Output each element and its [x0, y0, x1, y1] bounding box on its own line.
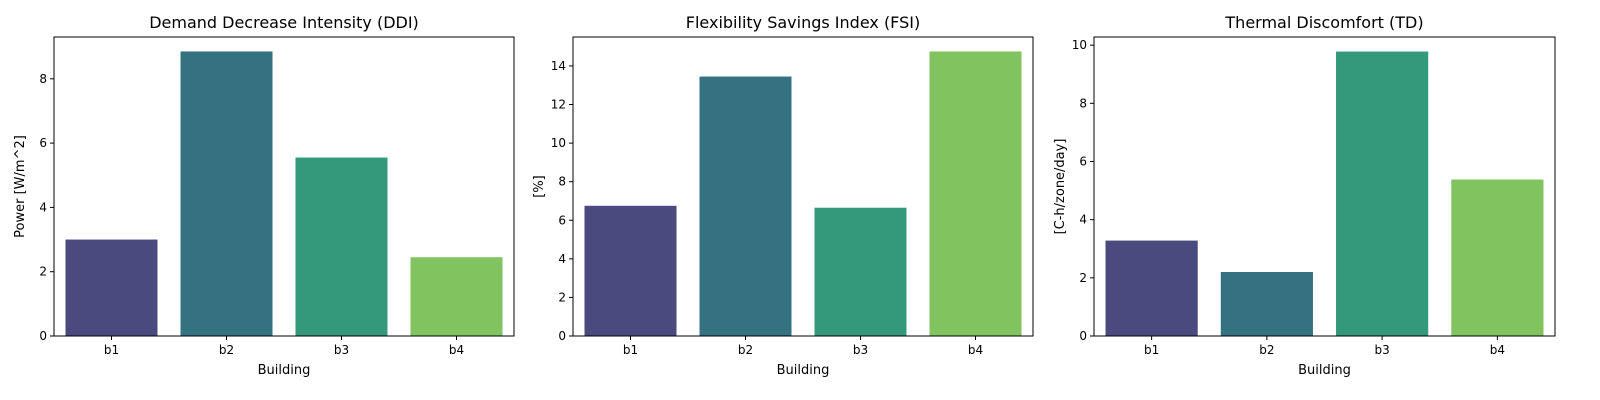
x-tick-label: b1	[104, 343, 119, 357]
y-tick-label: 8	[558, 175, 566, 189]
y-axis-label: [C-h/zone/day]	[1053, 139, 1068, 235]
bar-b2	[180, 51, 273, 336]
x-tick-label: b4	[968, 343, 983, 357]
bar-b4	[410, 257, 503, 336]
bar-b2	[1220, 272, 1313, 336]
bar-b3	[295, 157, 388, 336]
y-tick-label: 4	[39, 200, 47, 214]
chart-panel-1: 0 2 4 6 8 b1 b2 b3 b4 Demand Decrease Intensity (…	[13, 13, 515, 378]
x-tick-label: b2	[219, 343, 234, 357]
y-axis-label: [%]	[532, 175, 547, 198]
y-tick-label: 14	[551, 59, 566, 73]
y-tick-label: 6	[558, 213, 566, 227]
y-axis-label: Power [W/m^2]	[13, 135, 28, 238]
x-tick-label: b2	[738, 343, 753, 357]
x-tick-label: b1	[1144, 343, 1159, 357]
x-axis-label: Building	[1298, 363, 1351, 378]
chart-title: Thermal Discomfort (TD)	[1224, 13, 1423, 32]
chart-panel-2: 0 2 4 6 8 10 12 14 b1 b2 b3 b4 Flexibility Savings I…	[532, 13, 1034, 378]
x-axis-label: Building	[777, 363, 830, 378]
y-tick-label: 0	[558, 329, 566, 343]
chart-panel-3: 0 2 4 6 8 10 b1 b2 b3 b4 Thermal Discomfort (TD) Bu…	[1053, 13, 1556, 378]
y-tick-label: 2	[39, 265, 47, 279]
y-tick-label: 12	[551, 98, 566, 112]
plot-frame	[572, 36, 1034, 337]
x-tick-label: b1	[623, 343, 638, 357]
bar-b4	[929, 51, 1022, 336]
y-tick-label: 0	[1079, 329, 1087, 343]
y-tick-label: 2	[558, 290, 566, 304]
y-tick-label: 4	[1079, 213, 1087, 227]
bar-b1	[584, 205, 677, 336]
x-tick-label: b3	[1374, 343, 1389, 357]
bar-b3	[1336, 51, 1429, 337]
y-tick-label: 4	[558, 252, 566, 266]
bar-b2	[699, 76, 792, 336]
y-tick-label: 8	[39, 72, 47, 86]
bar-b1	[65, 239, 158, 336]
y-tick-label: 6	[1079, 154, 1087, 168]
chart-title: Flexibility Savings Index (FSI)	[686, 13, 920, 32]
bar-b1	[1105, 240, 1198, 336]
y-tick-label: 10	[1072, 38, 1087, 52]
y-tick-label: 2	[1079, 271, 1087, 285]
x-tick-label: b4	[449, 343, 464, 357]
y-tick-label: 0	[39, 329, 47, 343]
y-tick-label: 10	[551, 136, 566, 150]
plot-frame	[53, 36, 515, 337]
bar-b3	[814, 207, 907, 336]
bar-b4	[1451, 179, 1544, 336]
x-tick-label: b3	[334, 343, 349, 357]
chart-title: Demand Decrease Intensity (DDI)	[149, 13, 419, 32]
x-tick-label: b3	[853, 343, 868, 357]
x-axis-label: Building	[258, 363, 311, 378]
x-tick-label: b2	[1259, 343, 1274, 357]
y-tick-label: 8	[1079, 96, 1087, 110]
x-tick-label: b4	[1490, 343, 1505, 357]
y-tick-label: 6	[39, 136, 47, 150]
plot-frame	[1093, 36, 1556, 337]
